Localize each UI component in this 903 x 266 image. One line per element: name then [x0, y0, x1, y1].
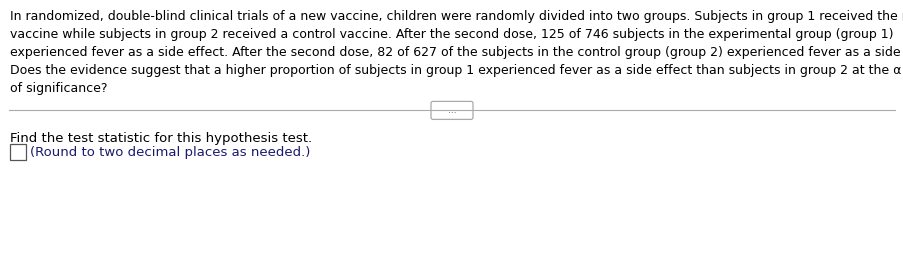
Bar	[10, 144, 26, 160]
Text: (Round to two decimal places as needed.): (Round to two decimal places as needed.)	[30, 146, 310, 159]
Text: In randomized, double-blind clinical trials of a new vaccine, children were rand: In randomized, double-blind clinical tri…	[10, 10, 903, 95]
Text: ...: ...	[447, 106, 456, 115]
FancyBboxPatch shape	[431, 101, 472, 119]
Text: Find the test statistic for this hypothesis test.: Find the test statistic for this hypothe…	[10, 132, 312, 146]
